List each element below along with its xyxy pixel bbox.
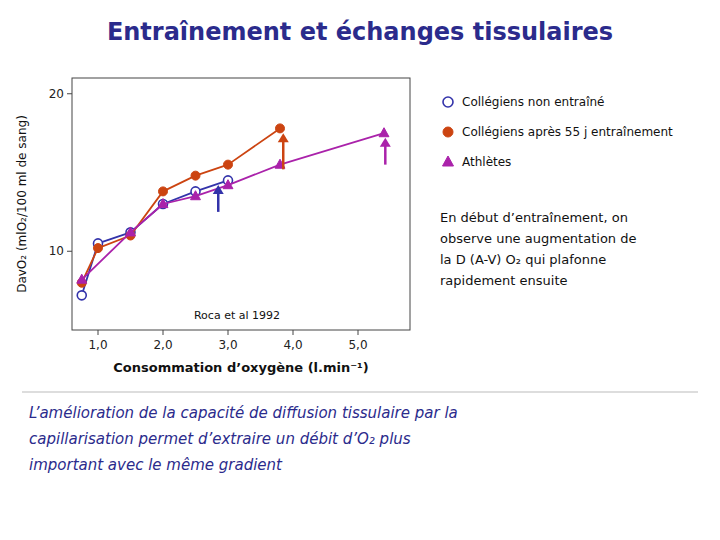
arrow bbox=[213, 185, 224, 212]
legend: Collégiens non entraîné Collégiens après … bbox=[443, 95, 674, 169]
marker bbox=[191, 191, 201, 200]
marker bbox=[77, 291, 86, 300]
arrow-head bbox=[278, 133, 289, 142]
plot-area bbox=[77, 124, 391, 300]
series-line bbox=[82, 180, 228, 295]
marker bbox=[276, 124, 285, 133]
x-tick bbox=[358, 330, 359, 335]
x-tick bbox=[163, 330, 164, 335]
arrow-shaft bbox=[384, 146, 387, 165]
x-tick bbox=[293, 330, 294, 335]
legend-label: Collégiens après 55 j entraînement bbox=[462, 125, 673, 139]
title: Entraînement et échanges tissulaires bbox=[107, 18, 613, 46]
marker bbox=[158, 199, 168, 208]
arrow-shaft bbox=[217, 193, 220, 212]
marker bbox=[126, 227, 136, 236]
arrow-head bbox=[380, 138, 391, 147]
x-tick-label: 1,0 bbox=[88, 338, 107, 352]
y-axis-label: DavO₂ (mlO₂/100 ml de sang) bbox=[15, 115, 29, 293]
x-tick-label: 4,0 bbox=[283, 338, 302, 352]
arrow-shaft bbox=[282, 141, 285, 169]
axes: 1,0 2,0 3,0 4,0 5,0 10 20 bbox=[49, 87, 368, 352]
marker bbox=[94, 244, 103, 253]
plot-frame bbox=[72, 78, 410, 330]
y-tick-label: 10 bbox=[49, 244, 64, 258]
annotation-line: la D (A-V) O₂ qui plafonne bbox=[440, 252, 606, 267]
marker bbox=[191, 171, 200, 180]
arrow bbox=[380, 138, 391, 165]
x-tick bbox=[228, 330, 229, 335]
marker bbox=[443, 97, 453, 107]
series bbox=[77, 128, 389, 283]
legend-label: Athlètes bbox=[462, 155, 511, 169]
marker bbox=[443, 156, 454, 166]
x-tick bbox=[98, 330, 99, 335]
caption-line: important avec le même gradient bbox=[29, 456, 283, 474]
marker bbox=[159, 187, 168, 196]
x-tick-label: 3,0 bbox=[218, 338, 237, 352]
separator bbox=[22, 392, 698, 393]
annotation-line: En début d’entraînement, on bbox=[440, 210, 628, 225]
series bbox=[77, 124, 284, 287]
x-tick-label: 5,0 bbox=[348, 338, 367, 352]
annotation: Roca et al 1992 bbox=[194, 309, 280, 322]
caption-line: L’amélioration de la capacité de diffusi… bbox=[29, 404, 458, 422]
marker bbox=[443, 127, 453, 137]
marker bbox=[379, 128, 389, 137]
annotation: En début d’entraînement, on observe une a… bbox=[440, 210, 636, 288]
series-line bbox=[82, 128, 280, 282]
arrow bbox=[278, 133, 289, 169]
x-tick-label: 2,0 bbox=[153, 338, 172, 352]
x-axis-label: Consommation d’oxygène (l.min⁻¹) bbox=[113, 360, 369, 375]
marker bbox=[159, 200, 168, 209]
annotation-line: observe une augmentation de bbox=[440, 231, 636, 246]
arrow-head bbox=[213, 185, 224, 194]
series-line bbox=[82, 133, 384, 279]
series bbox=[77, 176, 232, 300]
y-tick bbox=[67, 251, 72, 252]
marker bbox=[77, 274, 87, 283]
chart: Entraînement et échanges tissulaires 1,0 2… bbox=[0, 0, 720, 540]
legend-label: Collégiens non entraîné bbox=[462, 95, 604, 109]
annotation-line: rapidement ensuite bbox=[440, 273, 568, 288]
marker bbox=[223, 180, 233, 189]
caption-line: capillarisation permet d’extraire un déb… bbox=[29, 430, 411, 448]
y-tick-label: 20 bbox=[49, 87, 64, 101]
y-tick bbox=[67, 93, 72, 94]
marker bbox=[224, 160, 233, 169]
